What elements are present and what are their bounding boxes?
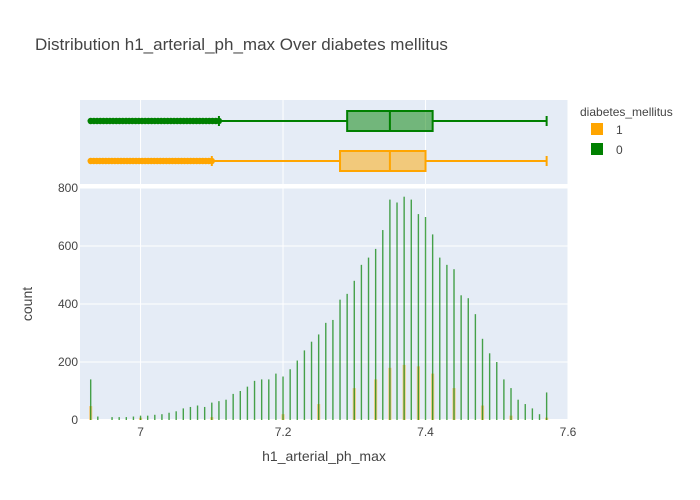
legend-swatch-0 [591, 143, 603, 155]
histogram-bar-0 [111, 417, 113, 420]
histogram-bar-0 [139, 415, 142, 420]
x-tick-label: 7.2 [275, 425, 292, 439]
histogram-bar-0 [182, 408, 184, 420]
histogram-bar-0 [410, 199, 412, 420]
histogram-bar-0 [303, 350, 306, 420]
legend-title: diabetes_mellitus [580, 105, 673, 119]
histogram-bar-0 [353, 280, 355, 420]
histogram-bar-0 [510, 388, 512, 420]
box-outlier-1 [208, 157, 215, 165]
y-tick-label: 200 [58, 355, 78, 369]
histogram-bar-0 [531, 408, 534, 420]
legend-item-1[interactable]: 1 [591, 123, 623, 137]
chart-title: Distribution h1_arterial_ph_max Over dia… [35, 35, 448, 54]
x-tick-label: 7.4 [417, 425, 434, 439]
histogram-bar-0 [396, 202, 398, 420]
y-tick-label: 600 [58, 239, 78, 253]
histogram-bar-0 [246, 386, 249, 420]
histogram-bar-0 [460, 295, 462, 420]
histogram-bar-0 [218, 401, 220, 420]
legend-label-1: 1 [616, 123, 623, 137]
histogram-bar-0 [481, 338, 484, 420]
histogram-bar-0 [367, 257, 370, 420]
histogram-bar-0 [203, 406, 206, 420]
histogram-bar-0 [125, 417, 128, 420]
histogram-layer [89, 196, 549, 420]
histogram-bar-0 [382, 230, 384, 420]
histogram-bar-0 [545, 392, 548, 420]
histogram-bar-0 [453, 269, 455, 420]
y-axis-title: count [19, 287, 35, 321]
histogram-bar-0 [431, 234, 434, 420]
histogram-bar-0 [467, 298, 469, 420]
histogram-bar-0 [146, 415, 149, 420]
histogram-bar-0 [289, 369, 291, 420]
legend-item-0[interactable]: 0 [591, 143, 623, 157]
histogram-bar-0 [189, 406, 192, 420]
histogram-bar-0 [317, 334, 320, 420]
histogram-bar-0 [417, 214, 420, 420]
histogram-bar-0 [118, 417, 120, 420]
histogram-bar-0 [346, 293, 348, 420]
histogram-bar-0 [232, 393, 234, 420]
histogram-bar-0 [446, 264, 448, 420]
box-plot-layer [87, 110, 548, 172]
histogram-bar-0 [97, 416, 99, 420]
legend-label-0: 0 [616, 143, 623, 157]
histogram-bar-0 [424, 217, 427, 420]
histogram-bar-0 [360, 264, 363, 420]
histogram-bar-0 [374, 248, 377, 420]
y-tick-label: 400 [58, 297, 78, 311]
histogram-bar-0 [488, 353, 491, 420]
histogram-bar-0 [332, 319, 334, 420]
histogram-bar-0 [474, 314, 477, 420]
histogram-bar-0 [196, 405, 199, 420]
histogram-bar-0 [389, 199, 391, 420]
legend-swatch-1 [591, 123, 603, 135]
x-axis-title: h1_arterial_ph_max [262, 448, 386, 464]
histogram-bar-0 [168, 412, 170, 420]
histogram-bar-0 [89, 379, 92, 420]
histogram-bar-0 [239, 391, 241, 420]
histogram-bar-0 [260, 379, 263, 420]
histogram-bar-0 [524, 404, 526, 420]
histogram-bar-0 [282, 376, 284, 420]
histogram-bar-0 [253, 380, 256, 420]
histogram-bar-0 [403, 196, 405, 420]
box-outlier-0 [215, 117, 223, 125]
histogram-bar-0 [439, 257, 441, 420]
histogram-bar-0 [132, 416, 135, 420]
histogram-bar-0 [517, 399, 519, 420]
histogram-bar-0 [225, 399, 227, 420]
box-plot-panel [80, 100, 568, 184]
histogram-bar-0 [325, 322, 327, 420]
histogram-bar-0 [496, 362, 498, 420]
legend: diabetes_mellitus 1 0 [580, 105, 673, 157]
histogram-bar-0 [211, 402, 213, 420]
histogram-bar-0 [310, 341, 313, 420]
histogram-bar-0 [538, 414, 541, 420]
y-axis-ticks: 0 200 400 600 800 [58, 181, 78, 427]
histogram-bar-0 [175, 411, 177, 420]
histogram-bar-0 [503, 379, 505, 420]
x-axis-ticks: 7 7.2 7.4 7.6 [137, 425, 576, 439]
y-tick-label: 800 [58, 181, 78, 195]
histogram-bar-0 [339, 299, 341, 420]
histogram-bar-0 [161, 414, 163, 420]
histogram-bar-0 [154, 414, 156, 420]
histogram-bar-0 [296, 360, 298, 420]
histogram-bar-0 [275, 373, 277, 420]
x-tick-label: 7 [137, 425, 144, 439]
box-iqr-1 [339, 150, 427, 172]
histogram-bar-0 [268, 379, 270, 420]
x-tick-label: 7.6 [560, 425, 577, 439]
y-tick-label: 0 [71, 413, 78, 427]
